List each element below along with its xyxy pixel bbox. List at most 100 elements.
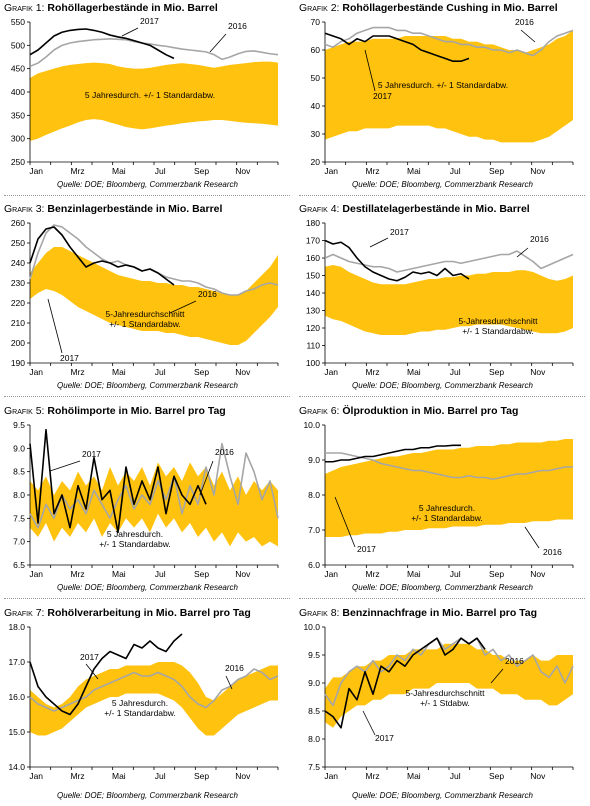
x-tick-label: Mai <box>112 771 126 781</box>
label-2016: 2016 <box>198 289 217 299</box>
chart-title: Grafik 1: Rohöllagerbestände in Mio. Bar… <box>4 2 218 14</box>
y-tick-label: 500 <box>11 40 25 50</box>
series-2017-line <box>29 633 183 716</box>
chart-panel-8: Grafik 8: Benzinnachfrage in Mio. Barrel… <box>295 605 590 806</box>
chart-title: Grafik 2: Rohöllagerbestände Cushing in … <box>299 2 558 14</box>
divider <box>4 598 290 599</box>
series-2016-line <box>324 637 574 707</box>
band-label: 5-Jahresdurchschnitt <box>406 688 486 698</box>
std-band-area <box>325 265 573 335</box>
chart-panel-4: Grafik 4: Destillatelagerbestände in Mio… <box>295 201 590 402</box>
x-tick-label: Sep <box>489 367 504 377</box>
x-tick-label: Nov <box>235 569 251 579</box>
y-tick-label: 130 <box>306 306 320 316</box>
x-tick-label: Mai <box>407 569 421 579</box>
y-tick-label: 140 <box>306 288 320 298</box>
chart-title: Grafik 3: Benzinlagerbestände in Mio. Ba… <box>4 203 223 215</box>
x-tick-label: Jan <box>324 367 338 377</box>
std-band-area <box>325 30 573 143</box>
chart-3: 190 200 210 220 230 240 250 260 Jan Mrz Mai Jul Sep N… <box>11 218 279 377</box>
source-note: Quelle: DOE; Bloomberg, Commerzbank Rese… <box>352 381 533 390</box>
source-note: Quelle: DOE; Bloomberg, Commerzbank Rese… <box>57 583 238 592</box>
x-tick-label: Jan <box>324 569 338 579</box>
std-band-area <box>30 662 278 736</box>
label-2016: 2016 <box>515 17 534 27</box>
band-label: 5 Jahresdurch. +/- 1 Standardabw. <box>85 90 215 100</box>
source-note: Quelle: DOE; Bloomberg, Commerzbank Rese… <box>352 583 533 592</box>
label-2017: 2017 <box>390 227 409 237</box>
y-tick-label: 40 <box>311 101 321 111</box>
series-2017-line <box>29 28 175 60</box>
label-2017: 2017 <box>140 16 159 26</box>
label-2017: 2017 <box>80 652 99 662</box>
y-tick-label: 7.0 <box>13 537 25 547</box>
x-tick-label: Jul <box>155 367 166 377</box>
y-tick-label: 8.5 <box>13 467 25 477</box>
x-tick-label: Sep <box>489 166 504 176</box>
arrow-2016 <box>524 526 540 549</box>
x-tick-label: Mai <box>407 367 421 377</box>
y-tick-label: 15.0 <box>8 727 25 737</box>
source-note: Quelle: DOE; Bloomberg, Commerzbank Rese… <box>57 381 238 390</box>
label-2017: 2017 <box>375 733 394 743</box>
x-tick-label: Mrz <box>365 367 379 377</box>
x-tick-label: Jul <box>450 166 461 176</box>
x-tick-label: Jan <box>324 771 338 781</box>
chart-panel-3: Grafik 3: Benzinlagerbestände in Mio. Ba… <box>0 201 295 402</box>
chart-title: Grafik 6: Ölproduktion in Mio. Barrel pr… <box>299 405 519 417</box>
source-note: Quelle: DOE; Bloomberg, Commerzbank Rese… <box>352 791 533 800</box>
y-tick-label: 190 <box>11 358 25 368</box>
label-2017: 2017 <box>357 544 376 554</box>
x-tick-label: Nov <box>235 771 251 781</box>
band-label: 5 Jahresdurch. +/- 1 Standardabw. <box>378 80 508 90</box>
x-tick-label: Sep <box>194 367 209 377</box>
std-band-area <box>30 247 278 345</box>
band-label: +/- 1 Standardabw. <box>109 319 181 329</box>
series-2016-line <box>325 452 573 481</box>
y-tick-label: 20 <box>311 157 321 167</box>
divider <box>299 195 585 196</box>
y-tick-label: 60 <box>311 45 321 55</box>
y-tick-label: 8.0 <box>308 490 320 500</box>
divider <box>299 396 585 397</box>
y-tick-label: 9.0 <box>308 678 320 688</box>
series-2017-line <box>325 444 461 463</box>
x-tick-label: Mai <box>112 569 126 579</box>
y-tick-label: 10.0 <box>303 622 320 632</box>
chart-title: Grafik 8: Benzinnachfrage in Mio. Barrel… <box>299 607 538 619</box>
y-tick-label: 250 <box>11 157 25 167</box>
series-2017-line <box>324 239 470 282</box>
x-tick-label: Nov <box>530 367 546 377</box>
x-tick-label: Jan <box>324 166 338 176</box>
source-note: Quelle: DOE; Bloomberg, Commerzbank Rese… <box>352 180 533 189</box>
chart-6: 6.0 7.0 8.0 9.0 10.0 Jan Mrz Mai Jul Sep Nov 2017 20… <box>303 420 574 579</box>
y-tick-label: 160 <box>306 253 320 263</box>
series-2016-line <box>29 38 279 68</box>
chart-title: Grafik 7: Rohölverarbeitung in Mio. Barr… <box>4 607 251 619</box>
series-2016-line <box>29 668 279 712</box>
chart-panel-2: Grafik 2: Rohöllagerbestände Cushing in … <box>295 0 590 201</box>
y-tick-label: 9.5 <box>308 650 320 660</box>
x-tick-label: Nov <box>530 166 546 176</box>
band-label: 5 Jahresdurch. <box>419 503 475 513</box>
band-label: +/- 1 Standardabw. <box>462 326 534 336</box>
y-tick-label: 14.0 <box>8 762 25 772</box>
y-tick-label: 550 <box>11 17 25 27</box>
x-tick-label: Mrz <box>70 166 84 176</box>
x-tick-label: Sep <box>489 569 504 579</box>
y-tick-label: 300 <box>11 134 25 144</box>
arrow-2016 <box>490 668 504 684</box>
x-tick-label: Sep <box>489 771 504 781</box>
x-tick-label: Mrz <box>70 771 84 781</box>
y-tick-label: 150 <box>306 271 320 281</box>
label-2017: 2017 <box>60 353 79 363</box>
label-2016: 2016 <box>543 547 562 557</box>
x-tick-label: Jul <box>155 569 166 579</box>
x-tick-label: Mrz <box>365 166 379 176</box>
x-tick-label: Jul <box>155 166 166 176</box>
x-tick-label: Mrz <box>365 771 379 781</box>
band-label: 5-Jahresdurchschnitt <box>106 309 186 319</box>
label-2016: 2016 <box>505 656 524 666</box>
divider <box>4 396 290 397</box>
series-2016-line <box>324 26 574 57</box>
